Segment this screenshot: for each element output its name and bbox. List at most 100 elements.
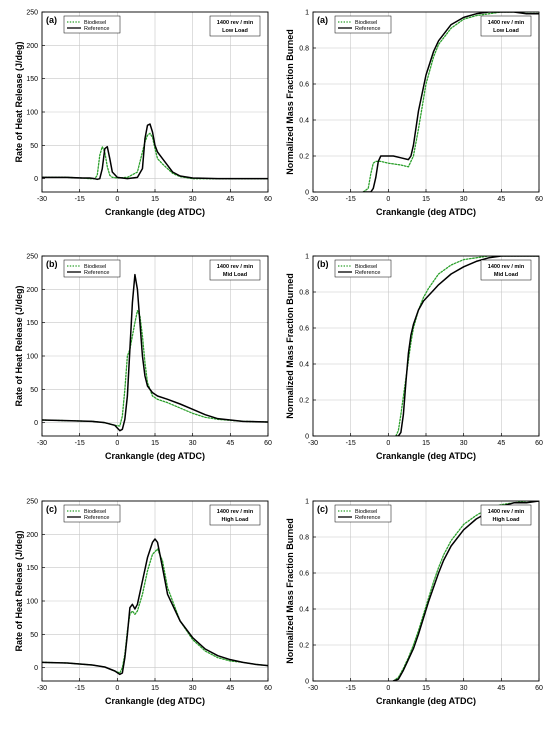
y-tick-label: 0 bbox=[305, 679, 309, 686]
x-tick-label: 60 bbox=[264, 440, 272, 447]
legend-label-biodiesel: Biodiesel bbox=[84, 264, 106, 270]
x-tick-label: 30 bbox=[460, 196, 468, 203]
legend-box bbox=[334, 504, 392, 523]
y-tick-label: 0.4 bbox=[299, 607, 309, 614]
condition-line: High Load bbox=[493, 517, 520, 523]
x-tick-label: 60 bbox=[264, 196, 272, 203]
panel-tag: (a) bbox=[317, 15, 328, 25]
x-tick-label: 15 bbox=[422, 440, 430, 447]
plot-frame bbox=[41, 255, 269, 437]
series-group bbox=[42, 273, 268, 432]
x-tick-label: 45 bbox=[497, 196, 505, 203]
y-tick-label: 100 bbox=[26, 110, 38, 117]
y-tick-label: 0.2 bbox=[299, 154, 309, 161]
x-tick-label: -15 bbox=[75, 196, 85, 203]
condition-frame bbox=[209, 259, 261, 281]
y-axis-title: Normalized Mass Fraction Burned bbox=[285, 273, 295, 419]
condition-line: Low Load bbox=[222, 28, 248, 34]
series-line-reference bbox=[362, 12, 539, 192]
y-tick-label: 1 bbox=[305, 499, 309, 506]
x-tick-label: -30 bbox=[308, 440, 318, 447]
x-tick-label: 60 bbox=[535, 196, 543, 203]
y-tick-label: 150 bbox=[26, 76, 38, 83]
y-axis-title: Rate of Heat Release (J/deg) bbox=[14, 41, 24, 162]
panel-tag: (a) bbox=[46, 15, 57, 25]
y-tick-label: 0 bbox=[34, 665, 38, 672]
condition-line: 1400 rev / min bbox=[217, 509, 254, 515]
y-tick-label: 0.6 bbox=[299, 82, 309, 89]
condition-frame bbox=[209, 504, 261, 526]
x-tick-label: 45 bbox=[497, 440, 505, 447]
legend-box bbox=[334, 15, 392, 34]
condition-line: Mid Load bbox=[494, 272, 518, 278]
y-tick-label: 50 bbox=[30, 632, 38, 639]
series-group bbox=[42, 123, 268, 181]
x-tick-label: 15 bbox=[422, 685, 430, 692]
x-tick-label: 45 bbox=[226, 685, 234, 692]
y-tick-label: 50 bbox=[30, 387, 38, 394]
legend-box bbox=[334, 259, 392, 278]
condition-line: 1400 rev / min bbox=[488, 264, 525, 270]
plot-frame bbox=[312, 500, 540, 682]
y-tick-label: 250 bbox=[26, 10, 38, 17]
y-tick-label: 0.8 bbox=[299, 46, 309, 53]
x-tick-label: 15 bbox=[422, 196, 430, 203]
plot-frame bbox=[41, 11, 269, 193]
legend-label-reference: Reference bbox=[84, 270, 109, 276]
x-tick-label: 60 bbox=[264, 685, 272, 692]
legend-label-biodiesel: Biodiesel bbox=[355, 509, 377, 515]
chart-panel-3: -30 -15 0 15 30 45 60 0 50 100 150 200 250 (b) Biodies… bbox=[14, 254, 272, 462]
y-tick-label: 200 bbox=[26, 43, 38, 50]
x-tick-label: 60 bbox=[535, 440, 543, 447]
condition-box: 1400 rev / min Mid Load bbox=[209, 259, 261, 281]
y-tick-label: 50 bbox=[30, 143, 38, 150]
x-tick-label: -15 bbox=[346, 685, 356, 692]
x-axis-title: Crankangle (deg ATDC) bbox=[376, 207, 476, 217]
plot-frame bbox=[312, 11, 540, 193]
x-tick-label: 0 bbox=[115, 440, 119, 447]
plot-frame bbox=[312, 255, 540, 437]
x-tick-label: 60 bbox=[535, 685, 543, 692]
legend-box bbox=[63, 259, 121, 278]
y-tick-label: 150 bbox=[26, 565, 38, 572]
legend-label-reference: Reference bbox=[84, 26, 109, 32]
x-tick-label: 15 bbox=[151, 685, 159, 692]
condition-line: 1400 rev / min bbox=[217, 264, 254, 270]
panel-tag: (b) bbox=[317, 259, 329, 269]
x-tick-label: 45 bbox=[497, 685, 505, 692]
y-tick-label: 0.4 bbox=[299, 362, 309, 369]
x-axis-title: Crankangle (deg ATDC) bbox=[376, 451, 476, 461]
series-line-reference bbox=[395, 256, 539, 436]
x-tick-label: 45 bbox=[226, 196, 234, 203]
y-tick-label: 100 bbox=[26, 354, 38, 361]
legend-label-reference: Reference bbox=[355, 270, 380, 276]
panel-tag: (c) bbox=[317, 504, 328, 514]
series-line-reference bbox=[42, 123, 268, 181]
x-tick-label: 45 bbox=[226, 440, 234, 447]
y-tick-label: 0.6 bbox=[299, 571, 309, 578]
x-tick-label: 0 bbox=[115, 685, 119, 692]
y-tick-label: 0 bbox=[34, 176, 38, 183]
legend-label-biodiesel: Biodiesel bbox=[355, 20, 377, 26]
series-line-biodiesel bbox=[395, 256, 539, 436]
condition-line: 1400 rev / min bbox=[488, 509, 525, 515]
x-tick-label: 30 bbox=[189, 685, 197, 692]
condition-line: 1400 rev / min bbox=[217, 20, 254, 26]
x-tick-label: -30 bbox=[37, 440, 47, 447]
y-axis-title: Rate of Heat Release (J/deg) bbox=[14, 285, 24, 406]
y-tick-label: 0.2 bbox=[299, 643, 309, 650]
grid bbox=[41, 11, 269, 192]
series-line-biodiesel bbox=[362, 12, 539, 192]
panel-tag: (c) bbox=[46, 504, 57, 514]
condition-frame bbox=[480, 504, 532, 526]
x-axis-title: Crankangle (deg ATDC) bbox=[105, 451, 205, 461]
y-tick-label: 0.8 bbox=[299, 290, 309, 297]
y-tick-label: 1 bbox=[305, 10, 309, 17]
legend-label-biodiesel: Biodiesel bbox=[84, 509, 106, 515]
y-tick-label: 100 bbox=[26, 599, 38, 606]
y-tick-label: 0.2 bbox=[299, 398, 309, 405]
